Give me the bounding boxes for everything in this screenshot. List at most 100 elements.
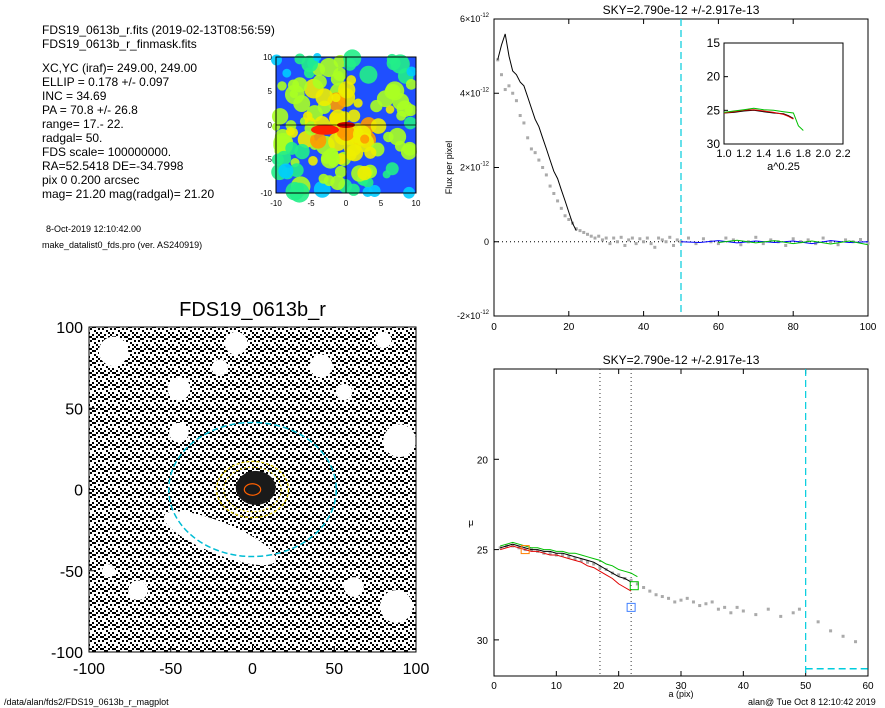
mu-point	[698, 604, 702, 608]
contour-blob	[403, 116, 417, 130]
mask-hole	[102, 564, 116, 578]
mu-x-tick-label: 50	[800, 681, 812, 692]
contour-blob	[353, 98, 363, 108]
flux-point	[608, 242, 612, 246]
flux-point	[503, 88, 507, 92]
flux-point	[630, 236, 634, 240]
mask-x-tick-label: -100	[73, 661, 105, 678]
flux-point	[731, 238, 735, 242]
contour-blob	[303, 111, 313, 121]
contour-blob	[282, 68, 292, 78]
mu-point	[816, 620, 820, 624]
mask-hole	[169, 422, 189, 443]
mu-point	[617, 573, 621, 577]
contour-blob	[385, 83, 401, 99]
contour-x-tick-label: -10	[270, 199, 282, 208]
mask-image: FDS19_0613b_r -100 -50 0 50 100 -100 -50 0 50 100	[51, 299, 429, 678]
mu-point	[854, 640, 858, 644]
contour-y-tick-label: -5	[265, 155, 273, 164]
contour-blob	[360, 134, 370, 144]
inset-series-0	[723, 109, 794, 119]
mu-x-tick-label: 20	[613, 681, 625, 692]
flux-point	[574, 227, 578, 231]
mu-marker	[626, 602, 636, 612]
mu-point	[667, 596, 671, 600]
contour-blob	[285, 182, 304, 201]
flux-y-tick-label: -2×10-12	[457, 310, 490, 321]
mu-x-tick-label: 30	[675, 681, 687, 692]
contour-frame	[275, 56, 417, 194]
contour-x-tick-label: 5	[379, 199, 384, 208]
ellipse-inner-2	[223, 466, 282, 513]
flux-point	[600, 238, 604, 242]
contour-blob	[319, 58, 339, 78]
mask-y-tick-label: -100	[51, 645, 83, 662]
contour-blob	[385, 105, 395, 114]
mask-hole	[224, 331, 248, 355]
mu-series-1	[500, 545, 632, 592]
contour-blob	[312, 74, 327, 89]
flux-point	[514, 99, 518, 103]
contour-blob	[338, 81, 356, 99]
contour-blob	[301, 55, 319, 73]
mask-y-tick-label: 100	[56, 320, 83, 337]
mu-point	[691, 600, 695, 604]
contour-x-tick-label: -5	[307, 199, 315, 208]
flux-point	[582, 230, 586, 234]
flux-point	[533, 151, 537, 155]
flux-point	[806, 238, 810, 242]
contour-y-tick-label: 0	[268, 121, 273, 130]
mask-streak	[163, 511, 276, 566]
mask-hole	[167, 377, 191, 401]
flux-point	[612, 236, 616, 240]
flux-y-tick-exp: -12	[480, 162, 489, 168]
inset-y-tick-label: 20	[707, 70, 721, 84]
mu-point	[673, 600, 677, 604]
flux-point	[604, 236, 608, 240]
flux-point	[679, 240, 683, 244]
contour-blob	[271, 108, 289, 125]
mu-x-tick-label: 60	[862, 681, 874, 692]
flux-point	[586, 232, 589, 236]
flux-point	[769, 238, 773, 242]
flux-x-tick-label: 100	[860, 322, 877, 333]
ellipse-core	[243, 483, 262, 496]
mu-title: SKY=2.790e-12 +/-2.917e-13	[603, 353, 760, 367]
mu-point	[660, 595, 664, 599]
flux-point	[627, 238, 631, 242]
contour-blob	[406, 66, 417, 77]
flux-point	[526, 136, 530, 140]
contour-blob	[385, 162, 399, 176]
contour-blob	[294, 144, 310, 160]
mu-marker	[520, 545, 530, 555]
flux-point	[829, 240, 833, 244]
inset-x-tick-label: 2.0	[816, 148, 831, 160]
param-ellip: ELLIP = 0.178 +/- 0.097	[42, 75, 170, 89]
flux-series-2	[718, 239, 869, 246]
mu-point	[648, 589, 652, 593]
ellipse-inner	[215, 460, 290, 519]
flux-point	[866, 241, 870, 245]
mu-point	[567, 555, 571, 559]
flux-series-1	[680, 240, 869, 245]
mask-x-tick-label: 0	[248, 661, 257, 678]
contour-blob	[277, 81, 287, 91]
flux-point	[548, 184, 552, 188]
flux-point	[518, 114, 522, 118]
param-xc-yc: XC,YC (iraf)= 249.00, 249.00	[42, 61, 198, 75]
flux-point	[653, 245, 657, 249]
contour-y-tick-label: 5	[268, 87, 273, 96]
mu-frame	[493, 368, 869, 677]
mu-series-0	[500, 543, 632, 583]
flux-point	[716, 242, 720, 246]
contour-x-tick-label: 0	[344, 199, 349, 208]
mu-point	[685, 596, 689, 600]
inset-series-1	[723, 109, 794, 120]
mask-filename: FDS19_0613b_r_finmask.fits	[42, 37, 197, 51]
galaxy-core-region	[235, 470, 276, 505]
mu-point	[841, 634, 845, 638]
flux-point	[552, 191, 556, 195]
inset-x-tick-label: 1.4	[756, 148, 771, 160]
mu-point	[791, 611, 795, 615]
contour-blob	[359, 65, 378, 84]
